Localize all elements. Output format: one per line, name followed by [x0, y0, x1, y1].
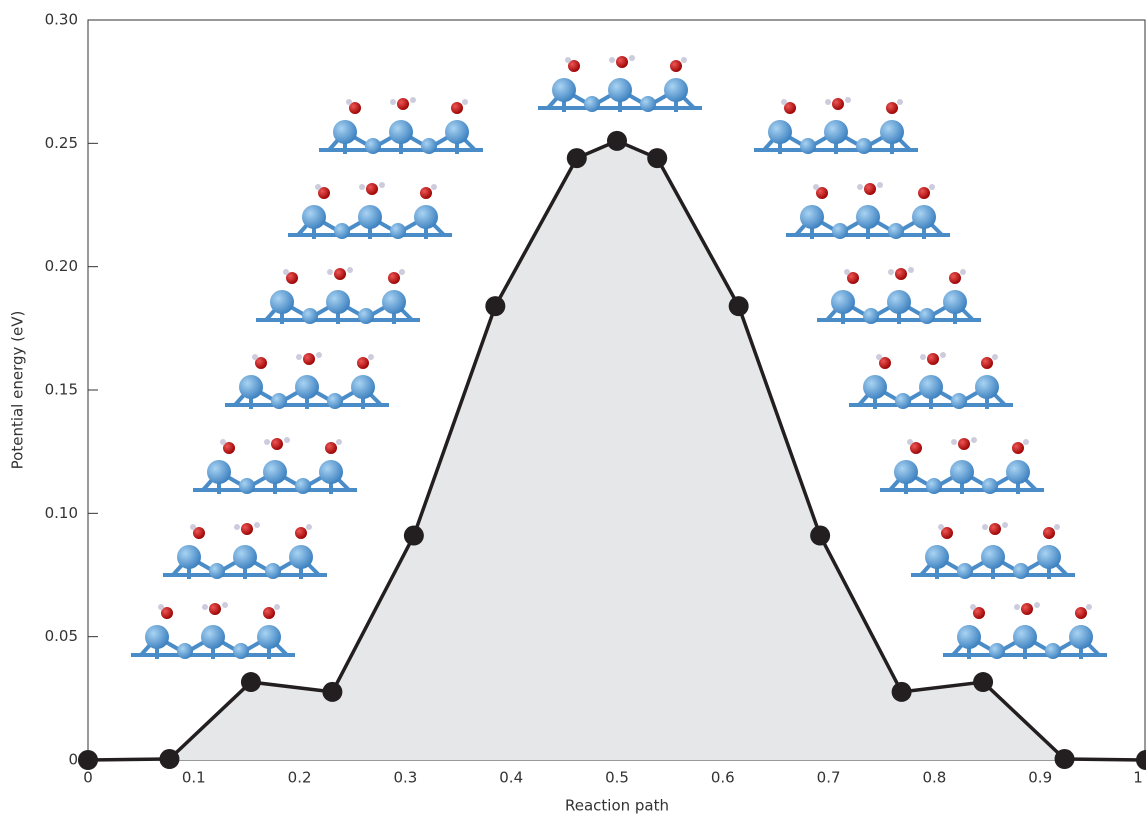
structure	[815, 265, 983, 326]
y-tick-label: 0.20	[45, 257, 78, 275]
y-tick-label: 0	[68, 751, 78, 769]
point	[403, 525, 424, 546]
x-tick-label: 0.7	[817, 769, 841, 787]
point	[891, 681, 912, 702]
structure	[223, 350, 391, 411]
x-tick-label: 1	[1133, 769, 1143, 787]
point	[647, 148, 668, 169]
structure	[784, 180, 952, 241]
x-tick-label: 0.5	[605, 769, 629, 787]
point	[78, 750, 98, 770]
x-tick-label: 0.2	[288, 769, 312, 787]
x-tick-label: 0.4	[499, 769, 523, 787]
structure	[161, 520, 329, 581]
point	[810, 525, 831, 546]
area	[88, 140, 1146, 760]
x-axis-label: Reaction path	[565, 797, 669, 815]
point	[973, 672, 994, 693]
structure	[254, 265, 422, 326]
plot: 0 0.05 0.10 0.15 0.20 0.25 0.30 0 0.1 0.2 0.3 0.4 0.…	[45, 11, 1146, 787]
y-axis-label: Potential energy (eV)	[9, 311, 27, 470]
point	[240, 672, 261, 693]
structure	[752, 95, 920, 156]
structure	[878, 435, 1046, 496]
y-tick-label: 0.05	[45, 627, 78, 645]
point	[566, 148, 587, 169]
structure	[191, 435, 359, 496]
y-tick-label: 0.25	[45, 134, 78, 152]
point	[485, 296, 506, 317]
point	[607, 130, 627, 151]
structure	[941, 600, 1109, 661]
x-tick-label: 0.6	[711, 769, 735, 787]
y-tick-label: 0.30	[45, 11, 78, 29]
point	[322, 681, 343, 702]
x-tick-label: 0.3	[393, 769, 417, 787]
point	[728, 296, 749, 317]
point	[1054, 749, 1075, 770]
x-tick-label: 0	[83, 769, 93, 787]
structure	[909, 520, 1077, 581]
y-tick-label: 0.15	[45, 381, 78, 399]
point	[1136, 750, 1146, 770]
x-tick-label: 0.8	[922, 769, 946, 787]
point	[159, 749, 180, 770]
structure	[536, 53, 704, 114]
x-tick-label: 0.9	[1028, 769, 1052, 787]
x-tick-label: 0.1	[182, 769, 206, 787]
structure	[286, 180, 454, 241]
structure	[129, 600, 297, 661]
structure	[317, 95, 485, 156]
structure	[847, 350, 1015, 411]
y-tick-label: 0.10	[45, 504, 78, 522]
